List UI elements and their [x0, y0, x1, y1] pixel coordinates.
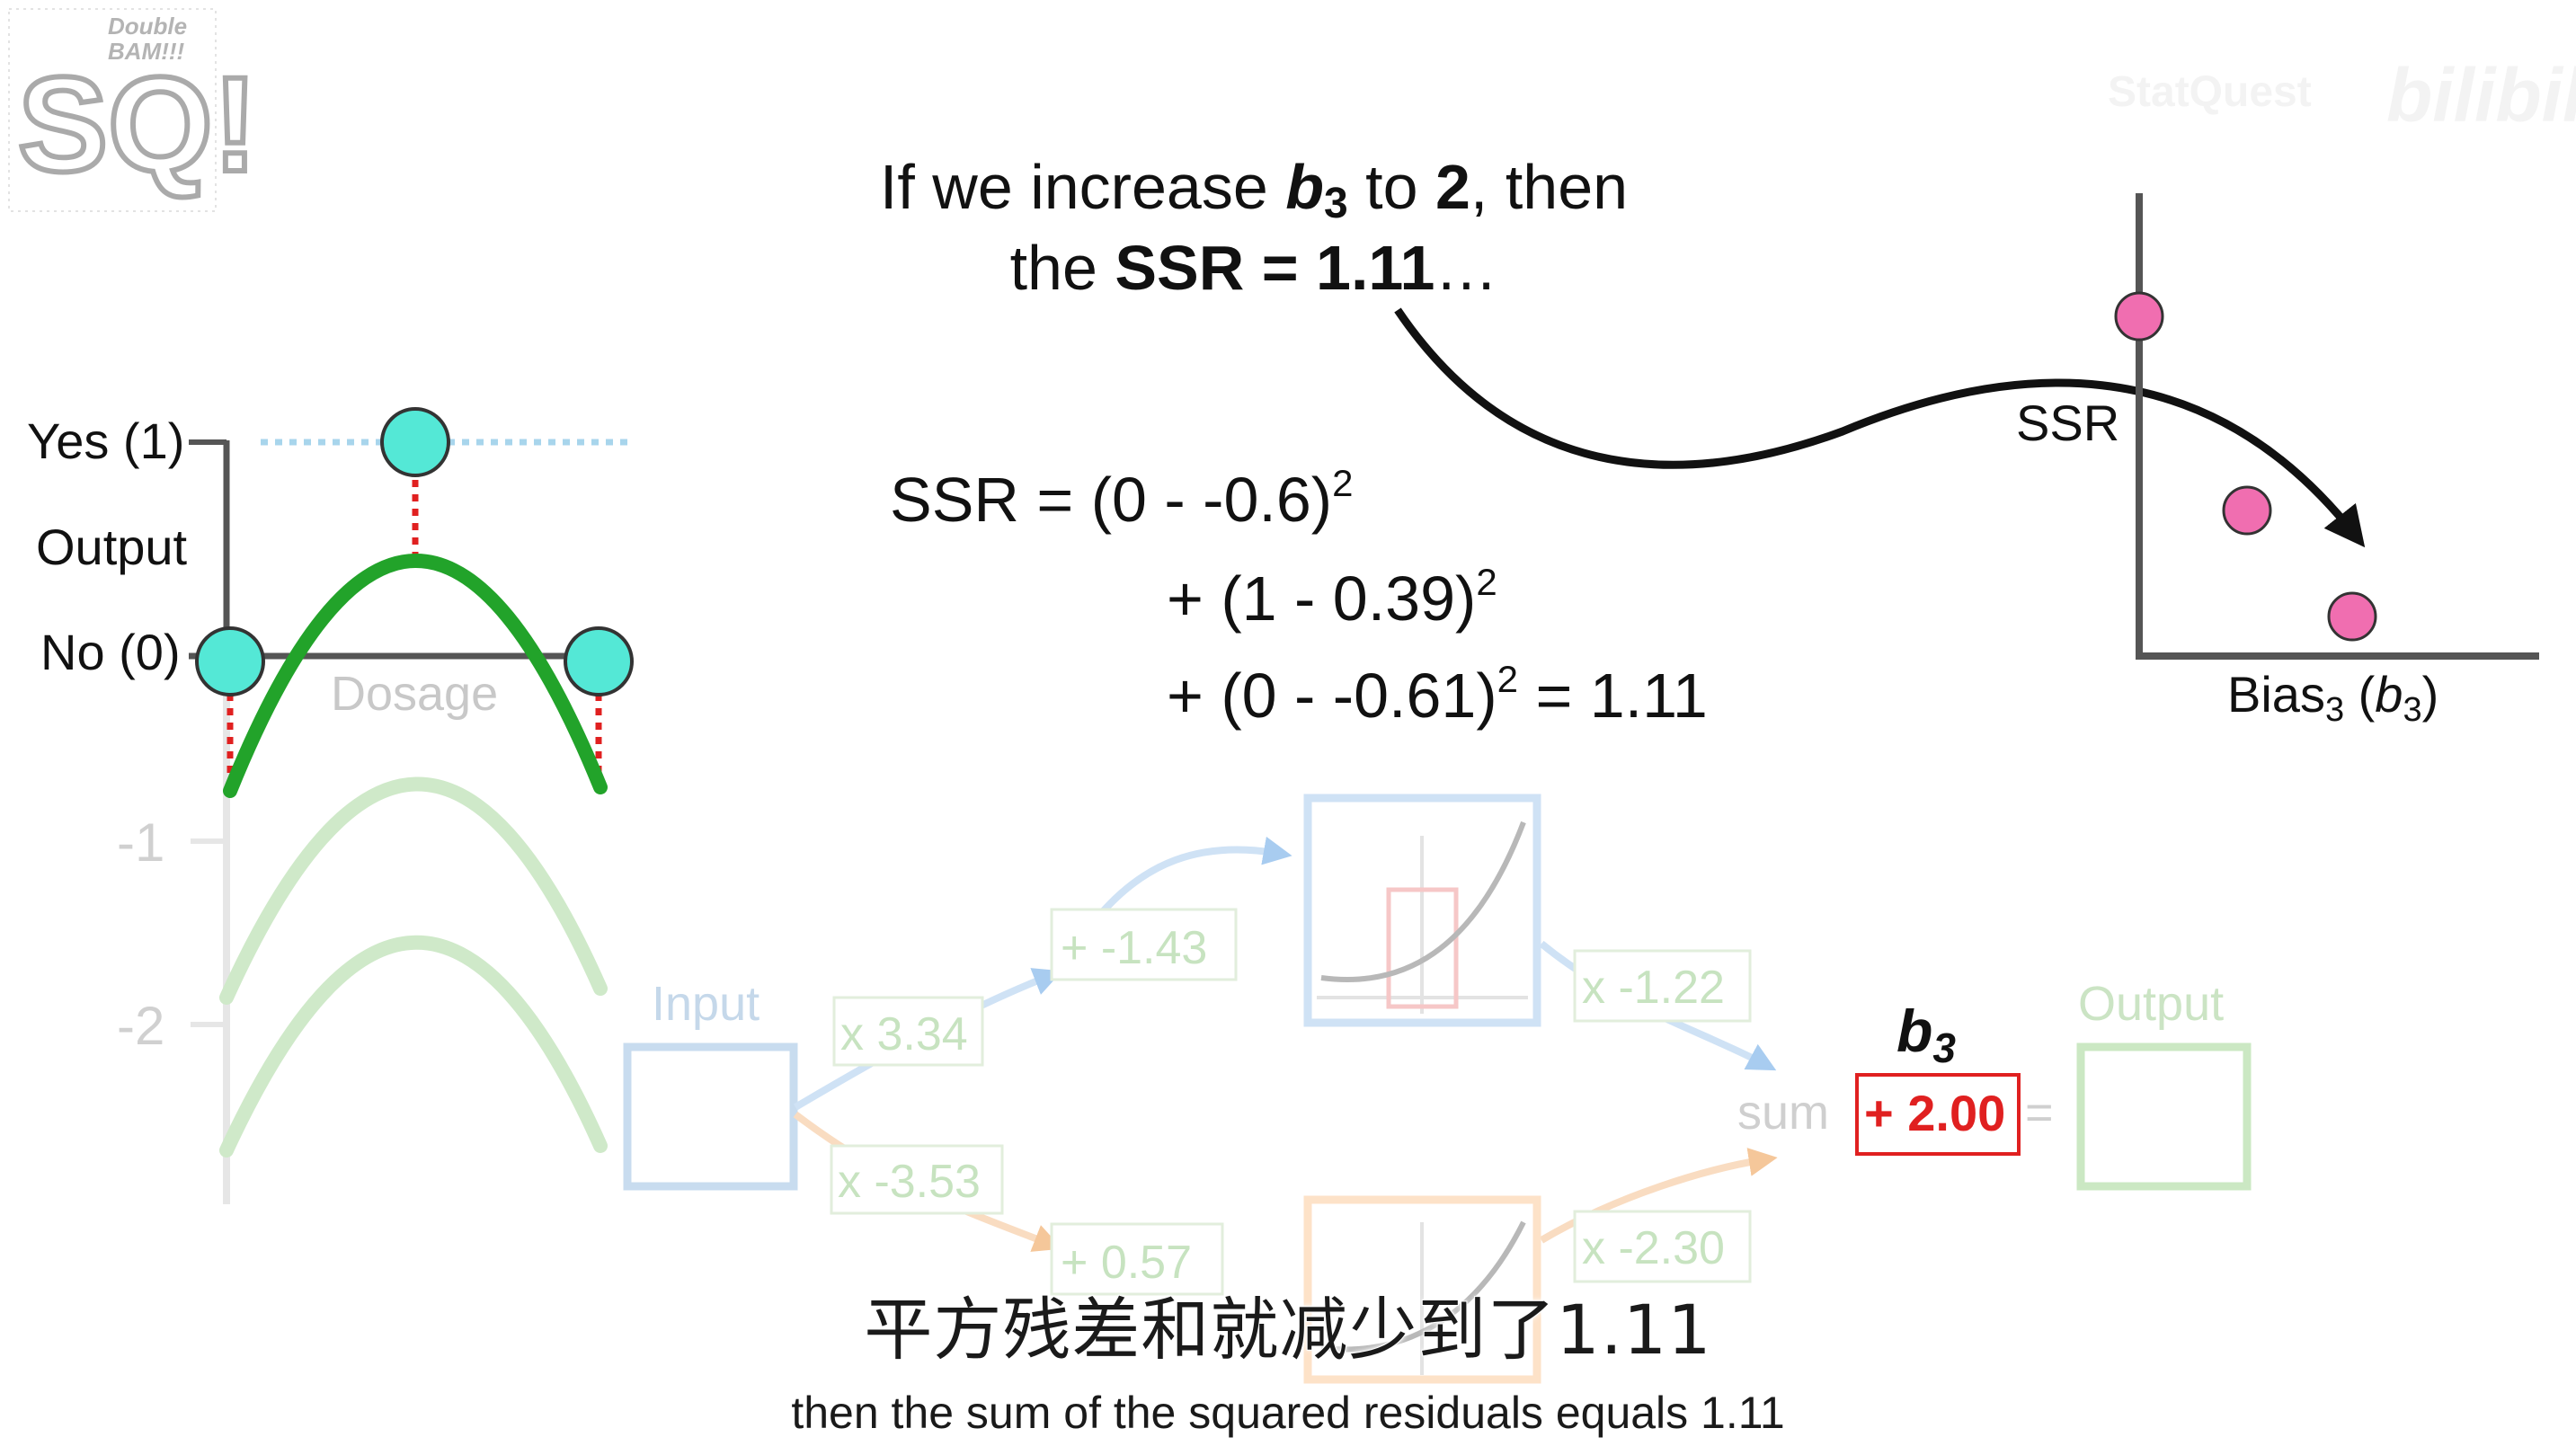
nn-b3-label: b3: [1896, 998, 1956, 1071]
ssr-plot-y-label: SSR: [2016, 395, 2119, 451]
ssr-point-2: [2222, 485, 2272, 536]
nn-b3-value-box: [1855, 1073, 2021, 1156]
equation-line-2: + (1 - 0.39)2: [1167, 561, 1497, 634]
dosage-label: Dosage: [331, 667, 498, 721]
nn-output-label: Output: [2078, 977, 2224, 1031]
watermark: StatQuest bilibili: [2108, 53, 2576, 138]
nn-activation-bottom-curve: [1320, 1220, 1526, 1353]
observed-point-no-left: [195, 626, 265, 696]
observed-point-yes: [380, 407, 450, 477]
nn-edge-bottom-sum: [1539, 1148, 1778, 1244]
nn-w1-box: [832, 996, 984, 1067]
nn-b1-box: [1050, 908, 1238, 981]
nn-w2-box: [830, 1144, 1004, 1215]
yes-label: Yes (1): [27, 413, 184, 469]
faded-curve-2: [219, 935, 608, 1158]
neural-network: Input x 3.34 x -3.53 + -1.43 + 0.57 x -1…: [623, 794, 2252, 1384]
output-axis-label: Output: [36, 519, 188, 575]
bilibili-logo: bilibili: [2386, 53, 2576, 138]
logo-double-text: Double: [108, 13, 187, 40]
nn-b3-value: + 2.00: [1864, 1085, 2005, 1141]
ssr-point-3: [2327, 591, 2377, 642]
ssr-plot: SSR Bias3 (b3): [2016, 193, 2539, 729]
tick-neg1: -1: [117, 812, 164, 873]
logo-bam-text: BAM!!!: [108, 38, 185, 65]
ssr-plot-x-label: Bias3 (b3): [2227, 666, 2438, 729]
logo-sq-text: SQ!: [18, 49, 258, 200]
headline-line-1: If we increase b3 to 2, then: [880, 152, 1628, 227]
ssr-equation: SSR = (0 - -0.6)2 + (1 - 0.39)2 + (0 - -…: [890, 462, 1708, 731]
faded-curve-1: [219, 776, 608, 1005]
nn-b2: + 0.57: [1061, 1237, 1192, 1289]
subtitle-chinese: 平方残差和就减少到了1.11: [863, 1289, 1712, 1371]
watermark-author: StatQuest: [2108, 68, 2312, 116]
nn-w4-box: [1573, 1210, 1752, 1283]
statquest-logo: Double BAM!!! SQ!: [8, 8, 261, 212]
subtitle-english: then the sum of the squared residuals eq…: [791, 1388, 1785, 1438]
observed-point-no-right: [564, 626, 634, 696]
tick-neg2: -2: [117, 996, 164, 1056]
pointer-arrow: [1394, 307, 2366, 548]
nn-w3-box: [1573, 949, 1752, 1023]
nn-input-label: Input: [652, 977, 759, 1031]
nn-equals: =: [2025, 1086, 2054, 1140]
nn-activation-top-curve: [1320, 821, 1526, 982]
headline-line-2: the SSR = 1.11…: [1010, 233, 1498, 303]
nn-output-box: [2076, 1042, 2252, 1191]
nn-sum-label: sum: [1737, 1086, 1829, 1140]
nn-activation-top-highlight: [1386, 887, 1459, 1009]
nn-edge-bias-top: [1084, 836, 1292, 933]
nn-w3: x -1.22: [1582, 962, 1725, 1014]
prediction-curve: [223, 554, 608, 798]
nn-w4: x -2.30: [1582, 1222, 1725, 1274]
nn-w2: x -3.53: [838, 1156, 981, 1208]
ssr-point-1: [2114, 291, 2164, 342]
no-label: No (0): [40, 624, 181, 680]
nn-b1: + -1.43: [1061, 922, 1207, 974]
equation-line-3: + (0 - -0.61)2 = 1.11: [1167, 658, 1708, 731]
output-plot: -1 -2 Yes (1) Output No (0) Dosage: [27, 407, 634, 1204]
nn-input-box: [623, 1042, 798, 1191]
equation-line-1: SSR = (0 - -0.6)2: [890, 462, 1353, 535]
nn-b2-box: [1050, 1222, 1224, 1296]
nn-w1: x 3.34: [840, 1008, 968, 1060]
